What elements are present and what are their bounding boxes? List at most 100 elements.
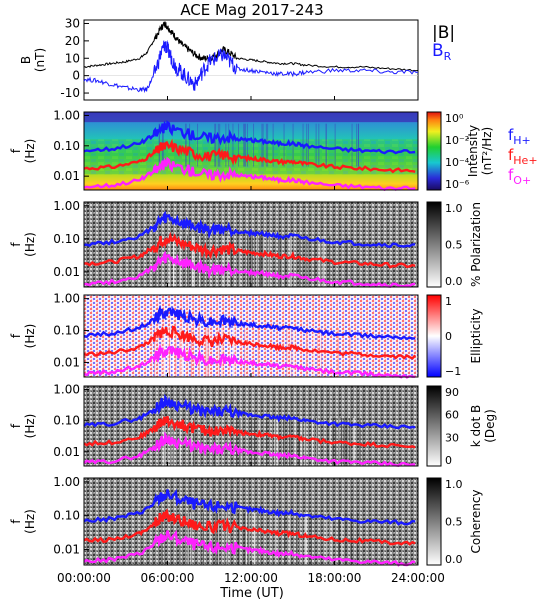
spectrogram-striation — [179, 512, 181, 565]
y-tick-label: 10 — [65, 51, 80, 65]
spectrogram-striation — [225, 512, 227, 565]
y-tick-label: 20 — [65, 34, 80, 48]
legend-f-base: f — [508, 126, 514, 144]
colorbar-tick-label: 0.0 — [445, 275, 463, 288]
spectrogram-striation — [274, 418, 276, 466]
spectrogram-striation — [215, 512, 217, 565]
colorbar-tick-label: 10⁰ — [445, 112, 464, 125]
spectrogram-striation — [228, 123, 230, 167]
cyclotron-line-f-he — [83, 508, 416, 546]
spectrogram-striation — [314, 236, 316, 287]
spectrogram-striation — [359, 418, 361, 466]
panel-yunit: (Hz) — [23, 324, 37, 349]
colorbar-label: % Polarization — [469, 202, 483, 287]
spectrogram-striation — [207, 327, 209, 377]
y-tick-label: 0.10 — [53, 139, 80, 153]
spectrogram-striation — [223, 236, 225, 287]
spectrogram-top-band — [84, 112, 418, 123]
spectrogram-striation — [257, 512, 259, 565]
spectrogram-striation — [253, 123, 255, 167]
spectrogram-striation — [318, 236, 320, 287]
spectrogram-striation — [294, 418, 296, 466]
spectrogram-striation — [286, 327, 288, 377]
colorbar-unit: (Deg) — [483, 409, 497, 443]
spectrogram-striation — [218, 327, 220, 377]
panel-b-yunit: (nT) — [33, 48, 47, 72]
y-tick-label: 1.00 — [53, 199, 80, 213]
spectrogram-striation — [354, 418, 356, 466]
colorbar-polarization — [426, 201, 442, 288]
spectrogram-striation — [357, 512, 359, 565]
spectrogram-striation — [246, 123, 248, 167]
spectrogram-striation — [154, 327, 156, 377]
colorbar-tick-label: 30 — [445, 431, 459, 444]
spectrogram-striation — [203, 236, 205, 287]
spectrogram-striation — [289, 512, 291, 565]
spectrogram-striation — [289, 236, 291, 287]
spectrogram-striation — [256, 236, 258, 287]
spectrogram-striation — [338, 512, 340, 565]
spectrogram-striation — [265, 123, 267, 167]
spectrogram-striation — [226, 236, 228, 287]
spectrogram-striation — [267, 123, 269, 167]
spectrogram-striation — [243, 123, 245, 167]
cyclotron-line-f-o — [83, 529, 416, 567]
colorbar-tick-label: 0.5 — [445, 239, 463, 252]
cyclotron-line-f-h — [83, 210, 416, 248]
series-line-b-radial — [83, 39, 419, 94]
x-axis-label: Time (UT) — [219, 586, 284, 600]
colorbar-tick-label: 1 — [445, 295, 452, 308]
colorbar-coherency — [426, 477, 442, 566]
series-line-b-total — [83, 21, 419, 72]
y-tick-label: 0 — [72, 69, 80, 83]
spectrogram-striation — [277, 418, 279, 466]
x-tick-label: 06:00:00 — [141, 571, 195, 585]
spectrogram-striation — [250, 236, 252, 287]
panel-yunit: (Hz) — [23, 232, 37, 257]
spectrogram-striation — [239, 418, 241, 466]
legend-b-radial: BR — [432, 41, 452, 63]
legend-f-h: fH+ — [508, 126, 531, 147]
x-tick-label: 24:00:00 — [391, 571, 445, 585]
panel-b-field: 30 20 10 0 -10 B (nT) — [19, 16, 419, 101]
spectrogram-striation — [232, 123, 234, 167]
spectrogram-striation — [279, 236, 281, 287]
spectrogram-striation — [169, 327, 171, 377]
y-tick-label: 0.10 — [53, 232, 80, 246]
spectrogram-striation — [258, 236, 260, 287]
cyclotron-line-f-h — [83, 304, 416, 341]
spectrogram-striation — [283, 418, 285, 466]
x-tick-label: 00:00:00 — [57, 571, 111, 585]
spectrogram-striation — [218, 418, 220, 466]
spectrogram-striation — [255, 512, 257, 565]
spectrogram-striation — [325, 123, 327, 167]
frequency-legend: fH+fHe+fO+ — [508, 126, 538, 187]
colorbar-intensity — [426, 111, 442, 191]
cyclotron-line-f-h — [83, 489, 416, 526]
figure-title: ACE Mag 2017-243 — [180, 1, 323, 19]
spectrogram-striation — [254, 512, 256, 565]
spectrogram-striation — [207, 327, 209, 377]
spectrogram-striation — [284, 512, 286, 565]
spectrogram-striation — [303, 418, 305, 466]
spectrogram-striation — [209, 512, 211, 565]
panel-polarization: 1.00 0.10 0.01 f (Hz) 1.0 0.5 0.0 % Polarization — [9, 199, 483, 288]
spectrogram-striation — [238, 123, 240, 167]
spectrogram-striation — [305, 512, 307, 565]
colorbar-ellipticity — [426, 294, 442, 378]
spectrogram-striation — [189, 123, 191, 167]
spectrogram-striation — [167, 327, 169, 377]
colorbar-label: Ellipticity — [469, 309, 483, 364]
spectrogram-striation — [192, 236, 194, 287]
spectrogram-striation — [351, 123, 353, 167]
colorbar-tick-label: 60 — [445, 409, 459, 422]
spectrogram-striation — [341, 512, 343, 565]
spectrogram-striation — [305, 512, 307, 565]
spectrogram-striation — [249, 512, 251, 565]
colorbar-tick-label: 1.0 — [445, 202, 463, 215]
spectrogram-striation — [252, 236, 254, 287]
colorbar-label: k dot B — [469, 405, 483, 447]
y-tick-label: 30 — [65, 16, 80, 30]
spectrogram-striation — [231, 327, 233, 377]
